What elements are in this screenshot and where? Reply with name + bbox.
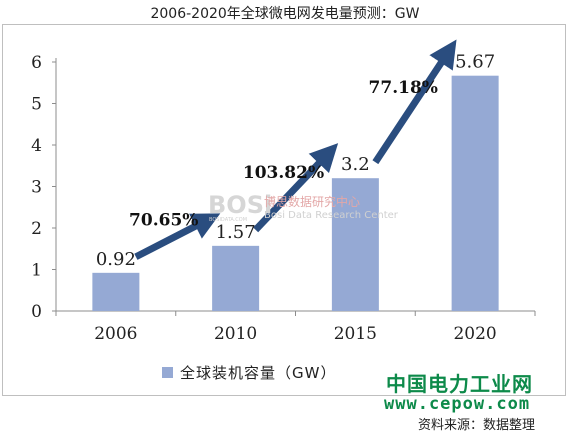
bars	[92, 75, 499, 311]
legend-label: 全球装机容量（GW）	[180, 364, 336, 382]
growth-rate-label: 103.82%	[243, 163, 324, 183]
labels: 0.92 1.57 3.2 5.67 70.65% 103.82% 77.18%	[96, 52, 495, 270]
y-tick-label: 0	[31, 302, 42, 322]
bar	[451, 75, 499, 311]
y-tick-label: 5	[31, 95, 42, 115]
bosi-en-text: Bosi Data Research Center	[264, 210, 399, 221]
bar	[212, 245, 260, 311]
growth-rate-label: 70.65%	[129, 210, 198, 230]
y-tick-label: 3	[31, 178, 42, 198]
site-watermark-cn: 中国电力工业网	[386, 372, 533, 396]
growth-rate-label: 77.18%	[369, 78, 438, 98]
data-label: 0.92	[96, 249, 136, 270]
bosi-cn-text: 博思数据研究中心	[264, 194, 360, 209]
y-tick-label: 2	[31, 219, 42, 239]
legend-swatch	[162, 367, 173, 378]
site-watermark-url: www.cepow.com	[384, 394, 531, 414]
x-tick-label: 2006	[94, 324, 137, 344]
bosi-watermark: BOSi BOSIDATA.COM 博思数据研究中心 Bosi Data Res…	[208, 191, 399, 223]
data-label: 5.67	[455, 52, 495, 73]
chart-frame	[2, 24, 566, 396]
bosi-logo-sub: BOSIDATA.COM	[209, 217, 247, 223]
bosi-logo-text: BOSi	[208, 191, 272, 219]
bar	[331, 178, 379, 311]
bar	[92, 272, 140, 311]
growth-arrow	[134, 213, 221, 260]
axes: 0 1 2 3 4 5 6 2006 2010 2015 2020	[31, 53, 536, 344]
chart-title: 2006-2020年全球微电网发电量预测：GW	[150, 6, 420, 22]
y-tick-label: 1	[31, 261, 42, 281]
y-tick-label: 6	[31, 53, 42, 73]
data-label: 3.2	[341, 154, 370, 175]
x-tick-label: 2010	[214, 324, 257, 344]
growth-arrows	[134, 39, 457, 260]
legend: 全球装机容量（GW）	[162, 364, 336, 382]
x-tick-label: 2020	[453, 324, 496, 344]
x-tick-label: 2015	[334, 324, 377, 344]
growth-arrow	[372, 39, 457, 165]
data-label: 1.57	[216, 222, 256, 243]
y-tick-label: 4	[31, 136, 42, 156]
growth-arrow	[253, 143, 339, 233]
source-note: 资料来源：数据整理	[418, 418, 536, 433]
